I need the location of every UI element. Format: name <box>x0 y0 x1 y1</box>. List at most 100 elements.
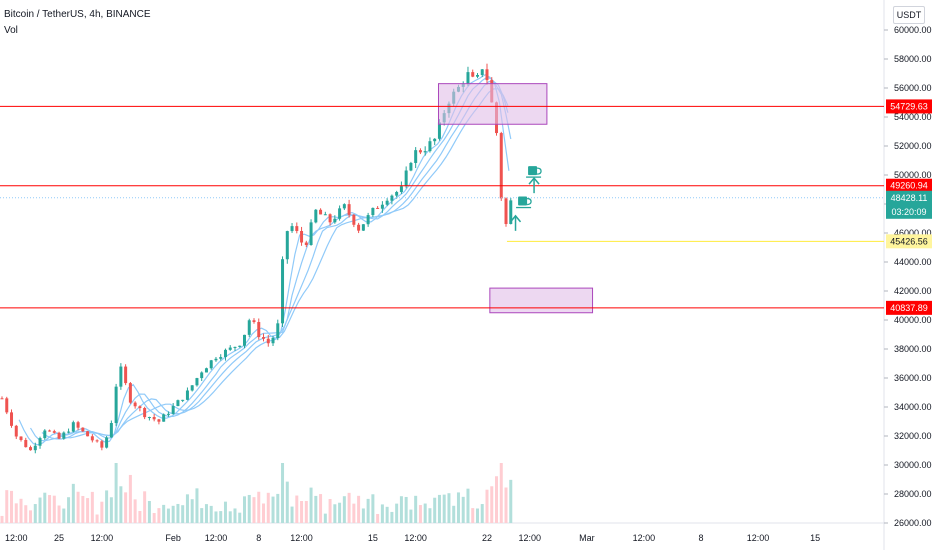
candle-body <box>147 417 151 419</box>
x-tick-label: 15 <box>368 533 378 543</box>
volume-bar <box>105 490 109 523</box>
candle-body <box>418 150 422 153</box>
x-tick-label: 8 <box>698 533 703 543</box>
level-price-label: 40837.89 <box>890 303 928 313</box>
volume-bar <box>323 513 327 523</box>
volume-bar <box>285 481 289 523</box>
price-axis-panel <box>884 0 932 550</box>
volume-bar <box>295 495 299 523</box>
x-tick-label: 22 <box>482 533 492 543</box>
candle-series <box>0 63 513 454</box>
current-price-label: 48428.11 <box>891 193 928 203</box>
candle-body <box>200 372 204 379</box>
volume-bar <box>414 495 418 523</box>
volume-bar <box>71 483 75 523</box>
volume-bar <box>162 504 166 523</box>
volume-bar <box>504 487 508 523</box>
volume-bar <box>300 500 304 523</box>
volume-bar <box>95 514 99 523</box>
volume-bar <box>67 497 71 523</box>
x-tick-label: 15 <box>810 533 820 543</box>
close-price-label: 45426.56 <box>890 236 928 246</box>
candle-body <box>48 430 52 432</box>
currency-button[interactable]: USDT <box>893 6 925 24</box>
volume-bar <box>290 506 294 523</box>
candle-body <box>395 191 399 196</box>
candle-body <box>81 427 85 432</box>
candle-body <box>90 436 94 441</box>
supply-demand-zone <box>437 83 548 125</box>
cup-icon-body <box>528 166 538 176</box>
candle-body <box>109 423 113 438</box>
supply-demand-zone <box>489 287 594 314</box>
volume-bar <box>376 513 380 523</box>
candle-body <box>238 345 242 347</box>
level-price-tag <box>886 300 932 315</box>
volume-bar <box>347 492 351 523</box>
volume-bar <box>195 488 199 523</box>
x-tick-label: 25 <box>54 533 64 543</box>
volume-bar <box>171 505 175 523</box>
y-tick-label: 40000.00 <box>894 315 932 325</box>
volume-bar <box>495 476 499 523</box>
volume-bar <box>128 474 132 523</box>
volume-bar <box>490 486 494 523</box>
x-tick-label: 12:00 <box>404 533 427 543</box>
y-tick-label: 54000.00 <box>894 112 932 122</box>
volume-bar <box>319 494 323 523</box>
candle-body <box>437 122 441 139</box>
candle-body <box>33 445 37 451</box>
cup-icon <box>516 196 532 209</box>
volume-bar <box>185 494 189 523</box>
volume-bar <box>452 505 456 523</box>
volume-bar <box>371 494 375 523</box>
y-tick-label: 46000.00 <box>894 228 932 238</box>
candle-body <box>499 133 503 199</box>
candle-body <box>233 346 237 348</box>
candle-body <box>509 200 513 224</box>
candle-body <box>295 226 299 231</box>
candle-body <box>475 74 479 77</box>
volume-bar <box>404 496 408 523</box>
cup-icon-handle <box>527 197 532 206</box>
candle-body <box>252 320 256 323</box>
candle-body <box>62 432 66 439</box>
volume-bar <box>276 493 280 523</box>
candle-body <box>257 322 261 338</box>
candle-body <box>43 430 47 439</box>
candle-body <box>323 214 327 216</box>
cup-icon-body <box>518 196 528 206</box>
volume-bar <box>90 491 94 523</box>
candle-body <box>281 259 285 324</box>
volume-bar <box>252 497 256 523</box>
volume-bar <box>309 487 313 523</box>
volume-bar <box>499 463 503 523</box>
candle-body <box>247 320 251 335</box>
volume-bar <box>357 495 361 523</box>
level-price-label: 54729.63 <box>890 101 928 111</box>
candle-body <box>138 406 142 409</box>
candle-body <box>347 204 351 215</box>
volume-bar <box>33 504 37 523</box>
moving-average-line <box>55 88 509 439</box>
volume-bar <box>471 508 475 523</box>
candle-body <box>314 209 318 223</box>
candle-body <box>404 170 408 187</box>
candle-body <box>76 422 80 428</box>
candle-body <box>100 441 104 448</box>
candle-body <box>390 195 394 201</box>
candle-body <box>409 162 413 171</box>
volume-bar <box>29 510 33 523</box>
x-tick-label: 12:00 <box>747 533 770 543</box>
candle-body <box>266 338 270 344</box>
volume-bar <box>447 493 451 523</box>
candle-body <box>10 412 14 426</box>
candle-body <box>71 422 75 432</box>
candle-body <box>328 214 332 223</box>
volume-bar <box>147 501 151 523</box>
candle-body <box>428 141 432 152</box>
volume-bar <box>485 489 489 523</box>
volume-bar <box>399 496 403 523</box>
volume-bar <box>124 492 128 523</box>
